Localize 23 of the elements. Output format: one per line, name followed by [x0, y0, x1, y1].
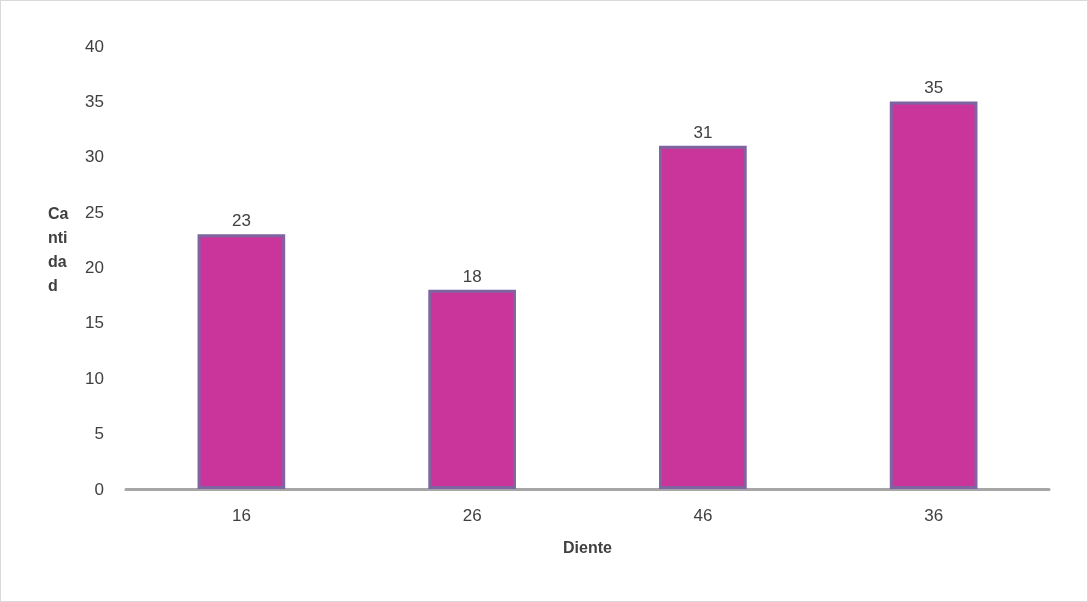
data-label: 31: [693, 122, 713, 142]
bar: [659, 145, 747, 489]
bar: [889, 101, 978, 489]
y-tick-label: 25: [85, 202, 104, 222]
bar: [197, 234, 286, 489]
y-tick-label: 20: [85, 258, 104, 277]
x-tick-label: 26: [462, 506, 482, 525]
x-tick-label: 16: [231, 506, 251, 525]
y-tick-label: 40: [85, 36, 104, 56]
y-tick-label: 5: [94, 424, 104, 444]
data-label: 18: [462, 266, 482, 286]
bar: [428, 289, 516, 489]
y-axis-title: Cantidad: [48, 204, 69, 294]
x-tick-label: 46: [693, 506, 713, 525]
x-tick-label: 36: [924, 506, 944, 525]
y-tick-label: 10: [85, 368, 104, 388]
x-axis-title: Diente: [563, 538, 613, 556]
y-tick-label: 0: [94, 479, 104, 499]
y-tick-label: 30: [85, 147, 104, 167]
y-tick-label: 15: [85, 313, 104, 333]
data-label: 23: [231, 211, 251, 231]
data-label: 35: [924, 78, 944, 98]
y-tick-label: 35: [85, 91, 104, 111]
